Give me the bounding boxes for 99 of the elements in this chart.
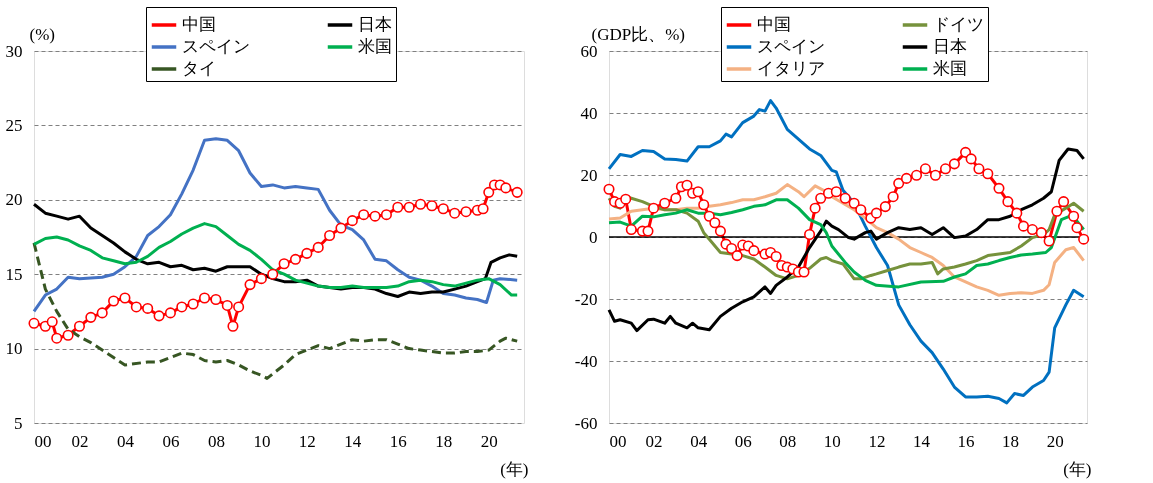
x-tick-label: 04 bbox=[116, 431, 135, 451]
legend-label: タイ bbox=[182, 59, 216, 78]
line-series bbox=[32, 241, 519, 380]
point bbox=[28, 317, 40, 329]
point bbox=[460, 206, 472, 218]
point bbox=[210, 293, 222, 306]
point bbox=[278, 258, 290, 270]
point bbox=[51, 332, 63, 344]
point bbox=[176, 301, 188, 313]
x-tick-label: 06 bbox=[734, 431, 752, 451]
x-tick-label: 00 bbox=[609, 431, 627, 451]
y-tick-label: 15 bbox=[5, 264, 23, 284]
line-series bbox=[32, 137, 519, 313]
y-axis-title: (GDP比、%) bbox=[591, 24, 685, 44]
x-axis-title: (年) bbox=[500, 459, 529, 479]
point bbox=[483, 186, 495, 198]
point bbox=[73, 320, 86, 332]
point bbox=[153, 310, 165, 322]
y-tick-label: 20 bbox=[5, 190, 23, 210]
point bbox=[392, 201, 404, 213]
x-tick-label: 20 bbox=[480, 431, 498, 451]
x-tick-label: 02 bbox=[71, 431, 89, 451]
point bbox=[164, 307, 176, 319]
point bbox=[369, 210, 381, 222]
legend-label: 米国 bbox=[358, 37, 392, 56]
point bbox=[255, 273, 267, 285]
point bbox=[346, 215, 358, 227]
y-tick-label: 30 bbox=[5, 41, 23, 61]
line-series bbox=[607, 147, 1086, 333]
point bbox=[301, 247, 313, 259]
x-tick-label: 02 bbox=[645, 431, 663, 451]
x-tick-label: 08 bbox=[207, 431, 225, 451]
point bbox=[403, 201, 415, 213]
y-tick-label: 20 bbox=[580, 165, 598, 185]
legend-label: 中国 bbox=[182, 15, 216, 34]
point bbox=[187, 298, 199, 310]
x-tick-label: 12 bbox=[868, 431, 886, 451]
legend-label: ドイツ bbox=[933, 15, 984, 34]
legend-label: 中国 bbox=[757, 15, 791, 34]
line-series bbox=[607, 99, 1086, 405]
legend-label: スペイン bbox=[182, 37, 250, 56]
x-tick-label: 14 bbox=[344, 431, 362, 451]
y-tick-label: -60 bbox=[574, 413, 598, 433]
point bbox=[85, 311, 97, 323]
point bbox=[500, 182, 512, 194]
x-tick-label: 08 bbox=[779, 431, 797, 451]
legend-label: 日本 bbox=[933, 37, 967, 56]
point bbox=[267, 268, 279, 280]
point bbox=[358, 209, 370, 221]
x-tick-label: 12 bbox=[298, 431, 316, 451]
legend-label: スペイン bbox=[757, 37, 825, 56]
point bbox=[96, 307, 108, 319]
point bbox=[289, 253, 302, 265]
y-tick-label: 0 bbox=[589, 227, 598, 247]
point bbox=[46, 316, 58, 328]
point bbox=[244, 279, 256, 291]
y-tick-label: 25 bbox=[5, 115, 23, 135]
line-series bbox=[607, 183, 1086, 297]
y-tick-label: 10 bbox=[5, 339, 23, 359]
x-tick-label: 10 bbox=[823, 431, 841, 451]
legend-label: 米国 bbox=[933, 59, 967, 78]
point bbox=[312, 241, 324, 253]
x-tick-label: 14 bbox=[912, 431, 931, 451]
point bbox=[108, 295, 120, 307]
y-axis-title: (%) bbox=[29, 24, 55, 44]
point bbox=[130, 301, 142, 313]
point bbox=[119, 292, 131, 304]
x-tick-label: 04 bbox=[690, 431, 708, 451]
point bbox=[335, 222, 347, 234]
point bbox=[62, 329, 74, 341]
legend-label: イタリア bbox=[757, 59, 825, 78]
x-tick-label: 16 bbox=[389, 431, 407, 451]
y-tick-label: 5 bbox=[14, 413, 23, 433]
point bbox=[227, 320, 239, 332]
legend-label: 日本 bbox=[358, 15, 392, 34]
point bbox=[426, 200, 438, 212]
y-tick-label: 40 bbox=[580, 103, 598, 123]
y-tick-label: -40 bbox=[574, 351, 598, 371]
point bbox=[221, 299, 233, 311]
x-tick-label: 18 bbox=[1002, 431, 1020, 451]
point bbox=[198, 292, 211, 304]
point bbox=[511, 186, 523, 198]
point bbox=[449, 207, 461, 219]
x-tick-label: 16 bbox=[957, 431, 975, 451]
x-tick-label: 10 bbox=[253, 431, 271, 451]
x-tick-label: 06 bbox=[162, 431, 180, 451]
point bbox=[142, 302, 154, 314]
x-tick-label: 00 bbox=[34, 431, 52, 451]
point bbox=[233, 301, 245, 313]
point bbox=[437, 203, 449, 215]
x-axis-title: (年) bbox=[1063, 459, 1092, 479]
line-series bbox=[32, 222, 519, 297]
x-tick-label: 18 bbox=[435, 431, 453, 451]
point bbox=[380, 209, 392, 221]
point bbox=[324, 229, 336, 242]
y-tick-label: -20 bbox=[574, 289, 598, 309]
point bbox=[415, 198, 427, 210]
point bbox=[477, 203, 489, 215]
x-tick-label: 20 bbox=[1046, 431, 1064, 451]
